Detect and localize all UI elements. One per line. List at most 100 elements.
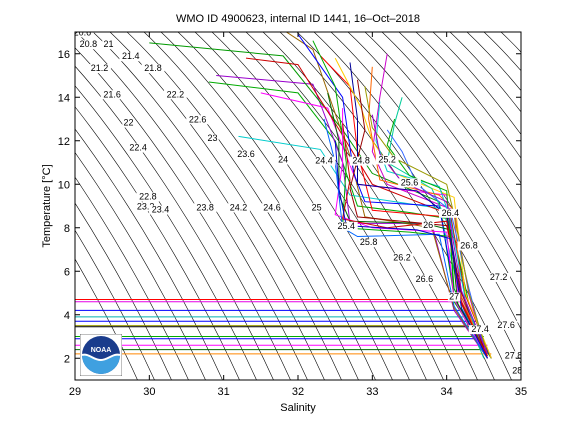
density-label-background	[438, 208, 462, 218]
profile-line	[208, 81, 492, 359]
density-label-background	[126, 143, 150, 153]
density-label-background	[412, 275, 436, 285]
y-tick-label: 6	[64, 266, 70, 278]
density-label: 23.2	[137, 201, 155, 211]
density-label: 26.4	[442, 208, 460, 218]
density-label-background	[421, 220, 435, 230]
density-contour-line	[330, 32, 521, 298]
density-label: 26.8	[460, 240, 478, 250]
density-label: 22	[124, 118, 134, 128]
density-contour-line	[160, 32, 393, 380]
density-label-background	[260, 203, 284, 213]
density-label-background	[487, 272, 511, 282]
x-tick-label: 29	[69, 386, 81, 398]
density-label: 22.2	[167, 89, 185, 99]
density-label-background	[310, 203, 323, 213]
density-label: 20.6	[74, 27, 92, 37]
density-label: 23	[208, 133, 218, 143]
profile-line	[371, 114, 488, 355]
density-contour-line	[92, 32, 325, 380]
density-label: 21.2	[91, 63, 109, 73]
y-tick-label: 16	[58, 49, 70, 61]
density-labels: 20.6 20.8 21 21.2 21.4 21.6 21.8 22 22.2 22.4 22.6…	[74, 27, 522, 376]
density-label-background	[375, 155, 399, 165]
y-tick-label: 4	[64, 310, 70, 322]
density-label-background	[75, 32, 94, 38]
density-contour-line	[75, 128, 223, 380]
density-contour-line	[75, 152, 206, 380]
density-label-background	[76, 40, 100, 50]
density-label: 26.6	[416, 274, 434, 284]
density-label-background	[88, 64, 111, 74]
density-label-background	[193, 203, 217, 213]
density-label-background	[390, 253, 414, 263]
density-label-background	[349, 156, 373, 166]
density-label-background	[468, 325, 492, 335]
density-label-background	[134, 202, 158, 212]
density-contour-line	[75, 47, 291, 380]
density-label: 22.8	[139, 191, 157, 201]
density-label-background	[141, 64, 165, 74]
density-label-background	[357, 238, 381, 248]
profile-line	[285, 32, 488, 359]
density-label-background	[398, 178, 421, 188]
density-label-background	[122, 118, 135, 128]
profile-line	[364, 86, 488, 355]
profile-line	[371, 53, 488, 359]
density-label: 27.2	[490, 272, 508, 282]
density-contour-line	[228, 32, 461, 380]
x-axis: 29 30 31 32 33 34 35	[69, 32, 527, 398]
density-label-background	[102, 40, 115, 50]
x-axis-label: Salinity	[280, 402, 316, 414]
density-contour-line	[449, 32, 521, 113]
density-label-background	[100, 90, 124, 100]
y-tick-label: 12	[58, 136, 70, 148]
density-label-background	[186, 115, 210, 125]
density-label: 24.6	[263, 202, 281, 212]
density-label: 23.6	[237, 149, 255, 159]
density-label: 21.8	[144, 63, 162, 73]
density-label: 26	[423, 220, 433, 230]
density-label-background	[494, 320, 518, 330]
density-contour-line	[432, 32, 521, 136]
density-label-background	[149, 205, 172, 215]
profile-line	[334, 140, 488, 359]
density-label: 25.8	[360, 237, 378, 247]
density-label: 24	[278, 155, 288, 165]
density-contour-line	[75, 229, 155, 380]
density-contour-line	[194, 32, 427, 380]
density-label-background	[334, 221, 358, 231]
density-contour-line	[466, 32, 521, 92]
density-label: 25.2	[378, 155, 396, 165]
density-label: 20.8	[80, 39, 98, 49]
density-label: 21	[103, 39, 113, 49]
density-label-background	[206, 133, 219, 143]
y-tick-label: 8	[64, 223, 70, 235]
density-contour-line	[75, 32, 308, 380]
density-contour-line	[75, 85, 257, 380]
x-tick-label: 34	[441, 386, 453, 398]
density-label: 27.4	[471, 324, 489, 334]
density-label: 24.4	[315, 156, 333, 166]
density-contour-line	[75, 202, 172, 380]
profile-line	[349, 79, 485, 348]
density-label-background	[119, 52, 143, 62]
density-label: 28	[512, 365, 522, 375]
density-contour-line	[75, 106, 240, 380]
x-tick-label: 30	[143, 386, 155, 398]
x-tick-label: 31	[218, 386, 230, 398]
density-label-background	[502, 351, 521, 361]
density-contour-line	[483, 32, 521, 72]
density-contour-line	[126, 32, 359, 380]
noaa-logo-text: NOAA	[91, 347, 112, 354]
density-contour-line	[177, 32, 410, 380]
density-label-background	[511, 366, 521, 376]
y-tick-label: 10	[58, 179, 70, 191]
density-label: 24.2	[230, 202, 248, 212]
density-contour-line	[75, 258, 138, 380]
density-contour-line	[415, 32, 521, 159]
y-axis-label: Temperature [°C]	[41, 164, 53, 247]
density-label: 26.2	[393, 252, 411, 262]
noaa-logo: NOAA	[79, 333, 123, 377]
